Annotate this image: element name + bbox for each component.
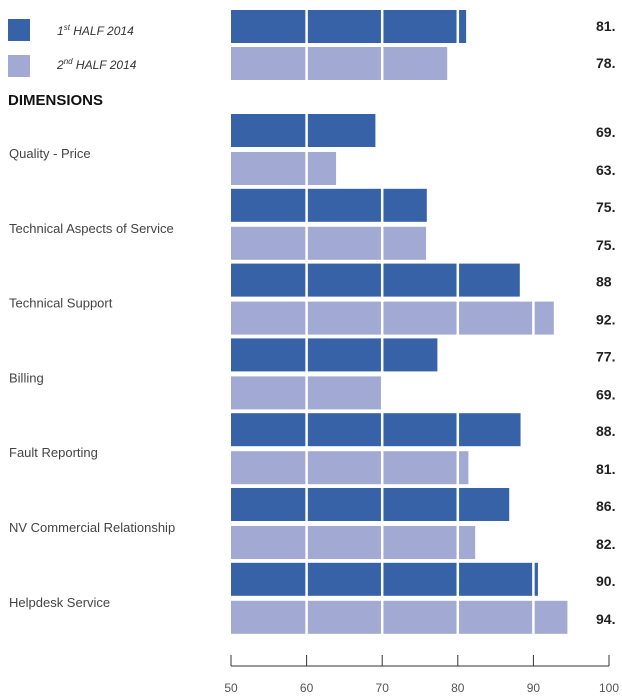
- bar-value-label: 75.: [596, 237, 615, 253]
- bar-value-label: 63.: [596, 162, 615, 178]
- bar-value-label: 69.: [596, 386, 615, 402]
- bar-value-label: 75.: [596, 199, 615, 215]
- x-tick-label: 100: [599, 681, 619, 695]
- bars-group: [231, 10, 568, 634]
- overall-bar-2: [231, 47, 448, 80]
- category-labels: Quality - Price Technical Aspects of Serv…: [9, 146, 175, 610]
- x-tick-label: 90: [527, 681, 541, 695]
- bar-value-label: 94.: [596, 611, 615, 627]
- legend-label-2: 2nd HALF 2014: [56, 57, 137, 72]
- bar-value-label: 90.: [596, 573, 615, 589]
- grid-lines: [305, 5, 535, 640]
- bar-2: [231, 526, 476, 559]
- legend-swatch-2: [8, 55, 30, 77]
- bar-2: [231, 451, 469, 485]
- value-labels: 81. 78. 69. 63. 75. 75. 88 92. 77. 69. 88. 81. 86. 82…: [596, 18, 615, 627]
- x-axis: 50 60 70 80 90 100: [224, 655, 619, 695]
- bar-value-label: 81.: [596, 461, 615, 477]
- overall-bar-1: [231, 10, 467, 43]
- category-label: Helpdesk Service: [9, 595, 110, 610]
- legend-swatch-1: [8, 19, 30, 41]
- bar-2: [231, 226, 427, 260]
- category-label: NV Commercial Relationship: [9, 520, 175, 535]
- overall-value-2: 78.: [596, 55, 615, 71]
- bar-1: [231, 488, 510, 521]
- category-label: Fault Reporting: [9, 445, 98, 460]
- bar-1: [231, 188, 427, 222]
- bar-value-label: 88.: [596, 423, 615, 439]
- overall-value-1: 81.: [596, 18, 615, 34]
- x-tick-label: 50: [224, 681, 238, 695]
- bar-1: [231, 413, 521, 447]
- bar-value-label: 86.: [596, 498, 615, 514]
- bar-value-label: 82.: [596, 536, 615, 552]
- bar-2: [231, 600, 568, 634]
- bar-value-label: 77.: [596, 348, 615, 364]
- bar-2: [231, 301, 554, 335]
- category-label: Billing: [9, 370, 44, 385]
- category-label: Technical Support: [9, 296, 113, 311]
- category-label: Quality - Price: [9, 146, 91, 161]
- section-header: DIMENSIONS: [8, 92, 103, 109]
- bar-1: [231, 114, 376, 147]
- bar-2: [231, 152, 337, 185]
- legend-label-1: 1st HALF 2014: [57, 23, 134, 38]
- bar-1: [231, 338, 438, 372]
- bar-value-label: 88: [596, 274, 612, 290]
- bar-value-label: 92.: [596, 312, 615, 328]
- category-label: Technical Aspects of Service: [9, 221, 174, 236]
- bar-value-label: 69.: [596, 124, 615, 140]
- x-tick-label: 80: [451, 681, 465, 695]
- bar-1: [231, 263, 520, 297]
- bar-1: [231, 562, 538, 596]
- x-tick-label: 60: [300, 681, 314, 695]
- x-tick-label: 70: [376, 681, 390, 695]
